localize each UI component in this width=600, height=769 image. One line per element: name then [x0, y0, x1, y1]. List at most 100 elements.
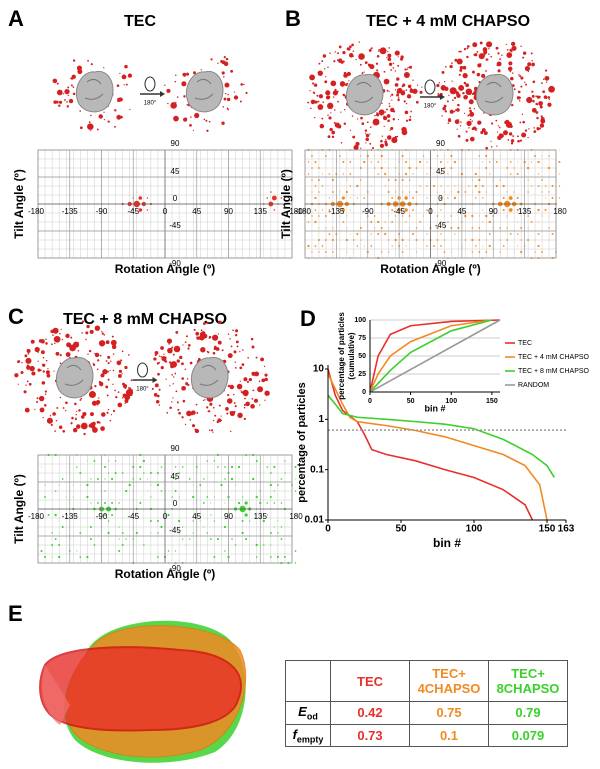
orientation-dot [196, 412, 199, 414]
orientation-dot [360, 147, 362, 149]
orientation-dot [329, 127, 333, 132]
orientation-dot [375, 62, 379, 65]
orientation-dot [56, 89, 63, 96]
orientation-dot [440, 221, 442, 223]
orientation-dot [229, 384, 235, 390]
orientation-dot [245, 401, 250, 407]
orientation-dot [535, 95, 538, 98]
orientation-dot [506, 52, 513, 58]
orientation-dot [146, 490, 148, 492]
orientation-dot [34, 346, 40, 353]
orientation-dot [76, 424, 81, 429]
orientation-dot [64, 88, 70, 95]
orientation-dot [383, 125, 385, 128]
orientation-dot [79, 532, 82, 534]
x-tick-label: 45 [192, 207, 201, 216]
x-tick-label: -45 [127, 512, 139, 521]
orientation-dot [351, 115, 354, 117]
orientation-dot [311, 215, 313, 217]
orientation-dot [97, 359, 100, 362]
orientation-dot [222, 106, 225, 108]
orientation-dot [121, 397, 124, 399]
orientation-dot [422, 239, 425, 241]
orientation-dot [96, 368, 99, 371]
orientation-dot [245, 91, 248, 95]
orientation-dot [342, 93, 346, 97]
orientation-dot [459, 68, 463, 72]
orientation-dot [104, 514, 106, 516]
orientation-dot [104, 502, 106, 504]
y-tick-label: 90 [171, 139, 180, 148]
x-tick-label: 45 [192, 512, 201, 521]
orientation-dot [153, 393, 158, 397]
orientation-dot [154, 383, 159, 388]
orientation-dot [317, 238, 320, 242]
panel-letter: A [8, 6, 24, 31]
orientation-dot [477, 120, 482, 125]
orientation-dot [77, 69, 83, 75]
orientation-dot [93, 460, 96, 462]
orientation-dot [548, 227, 550, 229]
orientation-dot [478, 53, 485, 60]
orientation-dot [520, 76, 524, 80]
orientation-dot [380, 114, 383, 116]
orientation-dot [325, 90, 331, 96]
orientation-dot [239, 350, 241, 353]
orientation-dot [443, 191, 445, 193]
orientation-dot [247, 357, 249, 359]
orientation-dot [365, 142, 367, 144]
orientation-dot [471, 120, 473, 122]
orientation-dot [377, 161, 380, 163]
orientation-dot [511, 103, 514, 107]
orientation-dot [510, 139, 515, 143]
orientation-dot [280, 538, 283, 540]
orientation-dot [129, 387, 132, 390]
orientation-dot [331, 130, 336, 135]
orientation-dot [456, 108, 460, 112]
orientation-dot [533, 127, 536, 129]
orientation-dot [142, 459, 146, 463]
orientation-dot [510, 41, 516, 47]
x-tick-label: -135 [328, 207, 345, 216]
orientation-dot [466, 47, 469, 50]
orientation-dot [520, 239, 522, 241]
orientation-dot [359, 63, 362, 66]
orientation-dot [185, 335, 188, 338]
orientation-dot [346, 227, 348, 229]
orientation-dot [471, 227, 474, 229]
orientation-dot [52, 334, 54, 336]
orientation-dot [387, 239, 390, 241]
orientation-dot [90, 63, 93, 66]
orientation-dot [468, 99, 474, 105]
orientation-dot [485, 191, 487, 193]
series-line [369, 319, 493, 393]
orientation-dot [314, 185, 317, 187]
orientation-dot [59, 396, 62, 399]
orientation-dot [488, 161, 491, 163]
orientation-dot [27, 352, 30, 355]
orientation-dot [423, 215, 425, 217]
orientation-dot [343, 122, 347, 125]
orientation-dot [26, 348, 31, 353]
orientation-dot [50, 343, 53, 346]
x-tick-label: -90 [362, 207, 374, 216]
x-tick-label: -180 [28, 512, 45, 521]
orientation-dot [412, 88, 418, 94]
orientation-dot [221, 121, 225, 125]
orientation-dot [381, 135, 384, 137]
orientation-dot [545, 197, 546, 199]
orientation-dot [333, 121, 336, 124]
orientation-dot [401, 179, 404, 181]
orientation-dot [332, 251, 334, 253]
orientation-dot [548, 85, 555, 93]
orientation-dot [390, 107, 395, 113]
orientation-dot [345, 238, 348, 242]
orientation-dot [26, 365, 31, 370]
orientation-dot [327, 135, 331, 139]
orientation-dot [187, 343, 191, 347]
orientation-dot [407, 66, 409, 69]
orientation-dot [116, 84, 120, 87]
orientation-dot [58, 520, 60, 522]
orientation-dot [176, 96, 179, 98]
label-sub: empty [296, 734, 324, 745]
